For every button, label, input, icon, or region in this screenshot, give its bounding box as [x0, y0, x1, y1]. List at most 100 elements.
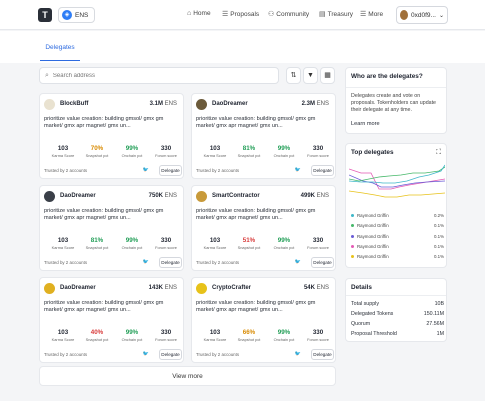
- learn-more-link[interactable]: Learn more: [351, 121, 380, 127]
- filter-icon: ▼: [307, 72, 314, 79]
- delegate-avatar: [44, 283, 55, 294]
- delegate-button[interactable]: Delegate: [159, 257, 182, 268]
- stat-label: Snapshot pct: [85, 337, 109, 342]
- stat-karma: 103 Karma Score: [50, 145, 76, 158]
- delegate-name[interactable]: BlockBuff: [60, 101, 89, 107]
- delegate-card[interactable]: DaoDreamer 2.3M ENS prioritize value creat…: [191, 93, 336, 179]
- delegate-name[interactable]: DaoDreamer: [60, 193, 96, 199]
- twitter-icon[interactable]: 🐦: [294, 351, 302, 357]
- search-icon: ⌕: [45, 71, 49, 79]
- stat-value: 103: [209, 329, 221, 336]
- details-title: Details: [351, 284, 372, 291]
- who-description: Delegates create and vote on proposals. …: [351, 93, 437, 113]
- filter-button[interactable]: ▼: [303, 67, 318, 84]
- account-address: 0xd0f9...: [411, 11, 436, 19]
- who-title: Who are the delegates?: [351, 73, 423, 80]
- delegate-button[interactable]: Delegate: [311, 257, 334, 268]
- stat-value: 81%: [242, 145, 256, 152]
- nav-more[interactable]: ☰ More: [360, 10, 383, 19]
- delegate-button[interactable]: Delegate: [311, 349, 334, 360]
- trusted-by: Trusted by 2 accounts: [44, 168, 88, 173]
- stat-label: Snapshot pct: [237, 245, 261, 250]
- nav-home[interactable]: ⌂ Home: [187, 10, 211, 17]
- twitter-icon[interactable]: 🐦: [142, 351, 150, 357]
- stat-snapshot: 40% Snapshot pct: [84, 329, 110, 342]
- delegate-description: prioritize value creation: building gmso…: [196, 116, 316, 130]
- tab-delegates[interactable]: Delegates: [40, 41, 80, 61]
- stat-forum: 330 Forum score: [153, 329, 179, 342]
- sort-button[interactable]: ⇅: [286, 67, 301, 84]
- twitter-icon[interactable]: 🐦: [294, 167, 302, 173]
- series-line-4: [349, 164, 445, 184]
- stat-forum: 330 Forum score: [305, 329, 331, 342]
- search-box[interactable]: ⌕: [39, 67, 279, 84]
- nav-home-label: Home: [193, 10, 211, 17]
- delegate-button[interactable]: Delegate: [159, 165, 182, 176]
- stat-label: Forum score: [307, 245, 329, 250]
- stat-snapshot: 81% Snapshot pct: [236, 145, 262, 158]
- stat-value: 40%: [90, 329, 104, 336]
- stat-label: Karma Score: [203, 337, 227, 342]
- stat-value: 99%: [277, 329, 291, 336]
- trusted-by: Trusted by 2 accounts: [196, 168, 240, 173]
- stat-snapshot: 70% Snapshot pct: [84, 145, 110, 158]
- delegate-avatar: [196, 283, 207, 294]
- stat-label: Snapshot pct: [85, 153, 109, 158]
- nav-proposals[interactable]: ☰ Proposals: [222, 10, 259, 19]
- nav-community[interactable]: ⚇ Community: [268, 10, 309, 19]
- voting-power-unit: ENS: [316, 193, 329, 199]
- twitter-icon[interactable]: 🐦: [142, 167, 150, 173]
- view-toggle-button[interactable]: ▦: [320, 67, 335, 84]
- stat-label: Forum score: [155, 245, 177, 250]
- tab-bar: Delegates: [0, 31, 485, 63]
- delegate-card[interactable]: BlockBuff 3.1M ENS prioritize value creati…: [39, 93, 184, 179]
- stat-value: 330: [160, 237, 172, 244]
- stat-value: 103: [57, 329, 69, 336]
- detail-value: 150.11M: [423, 311, 444, 317]
- delegate-card[interactable]: DaoDreamer 750K ENS prioritize value creat…: [39, 185, 184, 271]
- series-line-3: [349, 166, 445, 182]
- expand-icon[interactable]: ⛶: [436, 149, 441, 156]
- twitter-icon[interactable]: 🐦: [142, 259, 150, 265]
- nav-treasury-label: Treasury: [327, 10, 354, 18]
- delegate-button[interactable]: Delegate: [159, 349, 182, 360]
- details-panel: Details Total supply 10B Delegated Token…: [345, 278, 447, 342]
- view-more-button[interactable]: View more: [39, 366, 336, 386]
- who-panel: Who are the delegates? Delegates create …: [345, 67, 447, 134]
- stat-label: Forum score: [155, 153, 177, 158]
- voting-power-value: 499K: [300, 193, 315, 199]
- twitter-icon[interactable]: 🐦: [294, 259, 302, 265]
- stat-label: Karma Score: [203, 245, 227, 250]
- voting-power: 3.1M ENS: [150, 101, 177, 107]
- delegate-name[interactable]: DaoDreamer: [212, 101, 248, 107]
- stat-label: Karma Score: [51, 153, 75, 158]
- voting-power-value: 54K: [303, 285, 315, 291]
- stat-onchain: 99% Onchain pct: [119, 329, 145, 342]
- stat-karma: 103 Karma Score: [50, 237, 76, 250]
- stat-value: 103: [209, 145, 221, 152]
- stat-value: 70%: [90, 145, 104, 152]
- delegate-name[interactable]: SmartContractor: [212, 193, 260, 199]
- delegate-card[interactable]: DaoDreamer 143K ENS prioritize value creat…: [39, 277, 184, 363]
- delegate-button[interactable]: Delegate: [311, 165, 334, 176]
- delegate-card[interactable]: SmartContractor 499K ENS prioritize value …: [191, 185, 336, 271]
- treasury-icon: ▤: [319, 11, 326, 18]
- search-input[interactable]: [52, 72, 253, 79]
- delegate-card[interactable]: CryptoCrafter 54K ENS prioritize value cre…: [191, 277, 336, 363]
- stat-forum: 330 Forum score: [305, 237, 331, 250]
- nav-treasury[interactable]: ▤ Treasury: [319, 10, 354, 19]
- stat-label: Karma Score: [51, 245, 75, 250]
- stat-label: Snapshot pct: [237, 337, 261, 342]
- stat-karma: 103 Karma Score: [202, 329, 228, 342]
- delegate-name[interactable]: DaoDreamer: [60, 285, 96, 291]
- legend-name: Raymond Griffin: [357, 223, 389, 228]
- account-button[interactable]: 0xd0f9... ⌄: [396, 6, 448, 24]
- ens-icon: ◈: [62, 10, 72, 20]
- detail-row: Quorum 27.56M: [351, 321, 444, 327]
- app-logo[interactable]: T: [38, 8, 52, 22]
- dao-selector[interactable]: ◈ ENS: [58, 7, 96, 23]
- stat-label: Onchain pct: [273, 245, 295, 250]
- voting-power-unit: ENS: [316, 101, 329, 107]
- delegate-name[interactable]: CryptoCrafter: [212, 285, 252, 291]
- stat-forum: 330 Forum score: [305, 145, 331, 158]
